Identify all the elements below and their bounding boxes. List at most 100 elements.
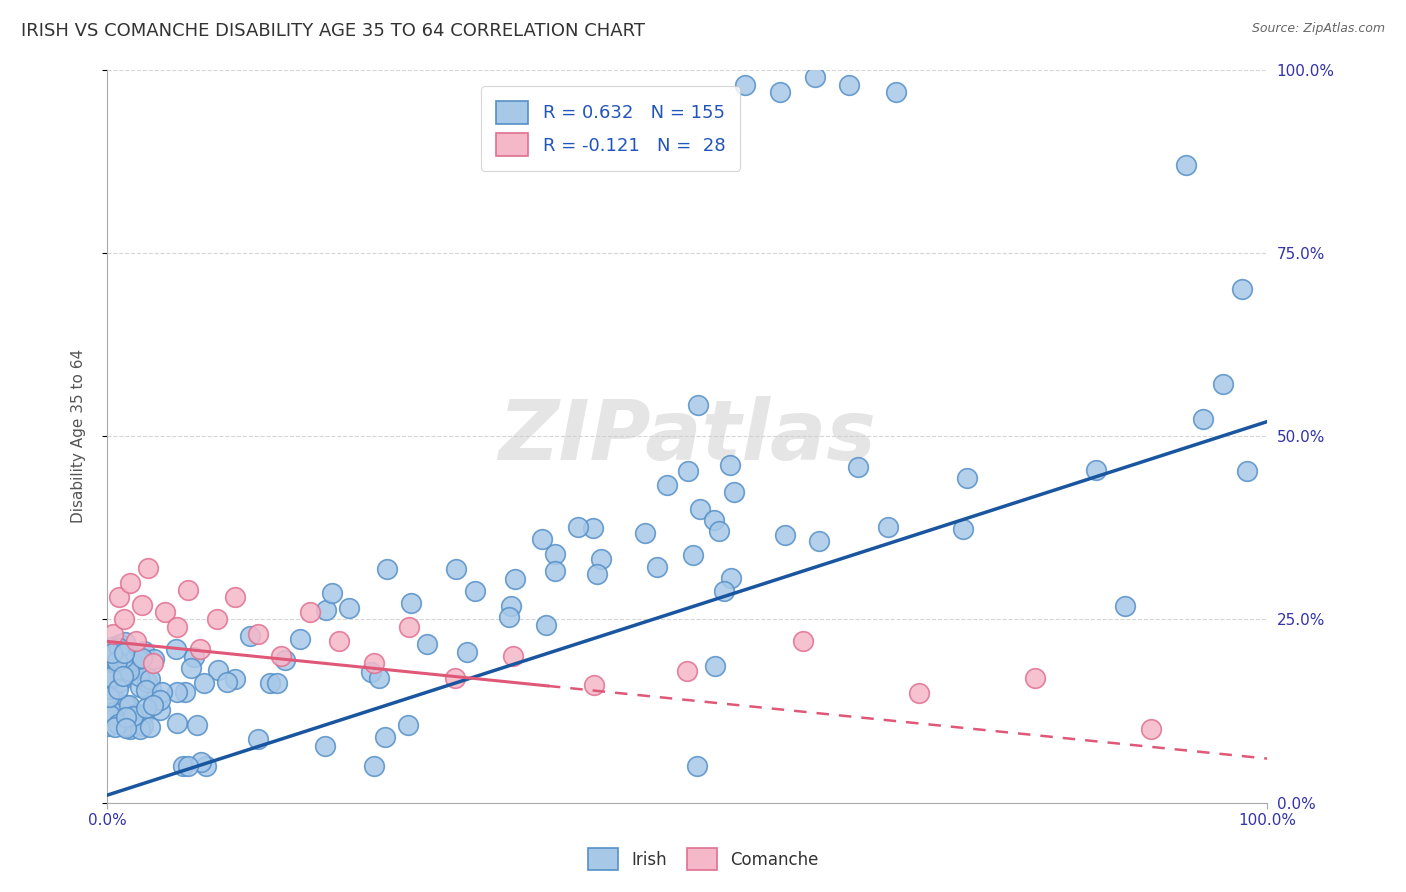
Point [734, 78, 756, 92]
Point [676, 664, 699, 678]
Point [105, 647, 128, 661]
Point [956, 471, 979, 485]
Point [1192, 411, 1215, 425]
Point [149, 702, 172, 716]
Point [224, 591, 246, 605]
Point [166, 685, 188, 699]
Point [1140, 723, 1163, 737]
Point [136, 561, 159, 575]
Point [1212, 376, 1234, 391]
Point [98, 676, 121, 690]
Point [131, 651, 153, 665]
Point [676, 465, 699, 479]
Point [104, 656, 127, 670]
Point [709, 524, 731, 539]
Point [103, 690, 125, 705]
Point [97, 690, 120, 705]
Point [117, 664, 139, 678]
Point [107, 716, 129, 731]
Point [114, 719, 136, 733]
Point [98, 707, 121, 722]
Point [172, 759, 194, 773]
Point [135, 683, 157, 698]
Point [686, 398, 709, 412]
Point [531, 532, 554, 546]
Point [120, 722, 142, 736]
Point [166, 716, 188, 731]
Point [114, 612, 136, 626]
Point [689, 501, 711, 516]
Point [401, 596, 423, 610]
Point [100, 670, 122, 684]
Point [98, 719, 121, 733]
Point [136, 674, 159, 689]
Y-axis label: Disability Age 35 to 64: Disability Age 35 to 64 [72, 350, 86, 524]
Point [153, 605, 176, 619]
Point [775, 528, 797, 542]
Point [105, 665, 128, 679]
Point [165, 642, 187, 657]
Point [110, 711, 132, 725]
Point [117, 698, 139, 712]
Point [239, 629, 262, 643]
Point [188, 641, 211, 656]
Point [135, 701, 157, 715]
Point [415, 637, 437, 651]
Point [686, 759, 709, 773]
Point [544, 564, 567, 578]
Point [720, 571, 742, 585]
Point [114, 649, 136, 664]
Point [655, 478, 678, 492]
Point [114, 698, 136, 713]
Point [718, 458, 741, 473]
Point [1174, 158, 1197, 172]
Text: ZIPatlas: ZIPatlas [498, 396, 876, 477]
Point [769, 85, 792, 99]
Point [1114, 599, 1136, 614]
Point [104, 720, 127, 734]
Point [363, 657, 385, 671]
Point [101, 646, 124, 660]
Point [114, 710, 136, 724]
Point [1236, 464, 1258, 478]
Point [100, 649, 122, 664]
Point [177, 583, 200, 598]
Point [246, 627, 269, 641]
Point [101, 627, 124, 641]
Point [373, 731, 395, 745]
Point [121, 653, 143, 667]
Point [110, 702, 132, 716]
Point [131, 598, 153, 612]
Point [127, 652, 149, 666]
Point [101, 705, 124, 719]
Point [100, 681, 122, 696]
Point [142, 698, 165, 713]
Point [177, 759, 200, 773]
Text: Source: ZipAtlas.com: Source: ZipAtlas.com [1251, 22, 1385, 36]
Point [115, 711, 138, 725]
Point [129, 722, 152, 736]
Point [107, 640, 129, 654]
Point [503, 572, 526, 586]
Point [398, 620, 420, 634]
Point [808, 534, 831, 549]
Text: IRISH VS COMANCHE DISABILITY AGE 35 TO 64 CORRELATION CHART: IRISH VS COMANCHE DISABILITY AGE 35 TO 6… [21, 22, 645, 40]
Point [166, 620, 188, 634]
Point [122, 658, 145, 673]
Point [534, 618, 557, 632]
Point [884, 85, 907, 99]
Point [259, 676, 281, 690]
Point [1084, 463, 1107, 477]
Point [444, 562, 467, 576]
Point [122, 709, 145, 723]
Point [186, 718, 208, 732]
Point [544, 547, 567, 561]
Point [180, 661, 202, 675]
Point [1024, 671, 1046, 685]
Point [444, 671, 467, 685]
Point [586, 566, 609, 581]
Point [502, 648, 524, 663]
Point [396, 717, 419, 731]
Point [363, 759, 385, 773]
Point [299, 605, 322, 619]
